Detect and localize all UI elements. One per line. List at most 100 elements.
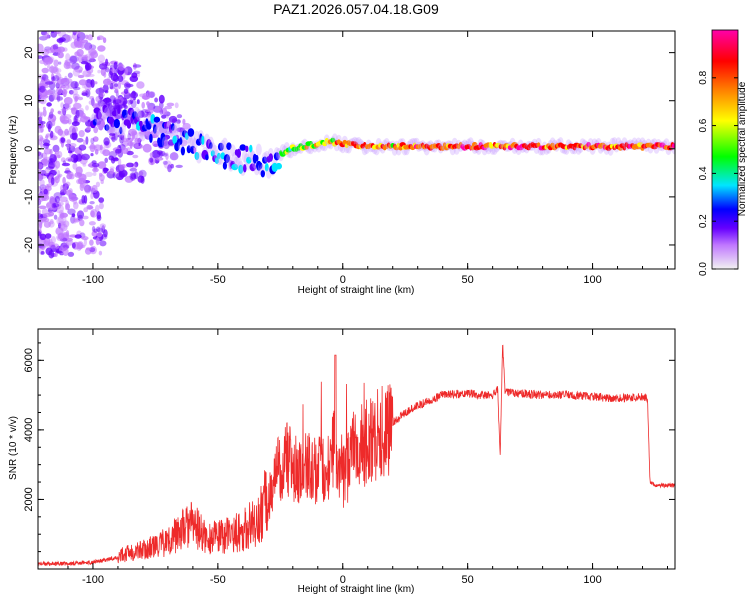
spectrogram-cell (243, 164, 247, 173)
spectrogram-cell (92, 172, 97, 176)
spectrogram-cell (48, 241, 55, 247)
spectrogram-cell (169, 152, 179, 161)
spectrogram-cell (48, 111, 54, 119)
spectrogram-cell (138, 171, 144, 176)
spectrogram-cell (219, 139, 226, 152)
spectrogram-cell (73, 201, 79, 210)
spectrogram-cell (118, 63, 125, 71)
spectrogram-cell (355, 137, 362, 147)
spectrogram-cell (38, 224, 42, 233)
spectrogram-cell (174, 102, 179, 109)
spectrogram-cell (76, 241, 84, 250)
spectrogram-cell (246, 156, 252, 164)
spectrogram-cell (222, 161, 227, 170)
spectrogram-cell (42, 212, 52, 218)
spectrogram-cell (98, 202, 104, 210)
spectrogram-cell (38, 185, 42, 192)
spectrogram-cell (38, 55, 44, 59)
spectrogram-cell (68, 125, 78, 134)
spectrogram-cell (104, 90, 109, 94)
spectrogram-cell (39, 233, 47, 240)
spectrogram-y-tick-label: 10 (23, 95, 35, 107)
spectrogram-cell (73, 218, 81, 223)
spectrogram-cell (130, 99, 137, 109)
spectrogram-cell (76, 172, 83, 177)
spectrogram-cell (53, 214, 58, 220)
spectrogram-cell (38, 243, 45, 248)
spectrogram-cell (111, 110, 118, 117)
spectrogram-cell (65, 35, 73, 42)
spectrogram-cell (109, 82, 114, 90)
spectrogram-cell (56, 154, 61, 159)
spectrogram-cell (96, 211, 102, 220)
spectrogram-cell (38, 231, 41, 236)
spectrogram-cell (49, 27, 54, 31)
spectrogram-cell (129, 75, 139, 83)
spectrogram-cell (67, 251, 75, 257)
spectrogram-cell (56, 68, 62, 73)
spectrogram-cell (74, 81, 78, 89)
spectrogram-cell (38, 151, 42, 157)
spectrogram-cell (89, 143, 96, 153)
spectrogram-cell (78, 69, 83, 74)
spectrogram-cell (268, 153, 273, 162)
spectrogram-cell (185, 132, 189, 140)
spectrogram-cell (131, 132, 135, 140)
spectrogram-cell (153, 143, 159, 147)
spectrogram-cell (127, 133, 131, 140)
spectrogram-cell (77, 74, 85, 79)
spectrogram-cell (90, 137, 95, 145)
spectrogram-cell (238, 164, 244, 174)
spectrogram-cell (68, 90, 74, 95)
spectrogram-cell (98, 250, 103, 256)
spectrogram-cell (113, 61, 118, 70)
snr-trace (38, 344, 675, 567)
snr-panel: -100 -50 0 50 100 2000 4000 6000 Height of stra… (8, 328, 676, 595)
spectrogram-cell (62, 160, 67, 165)
spectrogram-cell (54, 195, 61, 204)
spectrogram-cell (93, 144, 102, 151)
snr-x-tick-label: 50 (462, 574, 474, 586)
spectrogram-cell (154, 97, 159, 103)
spectrogram-cell (81, 54, 89, 60)
spectrogram-cell (60, 212, 68, 218)
spectrogram-cell (65, 199, 69, 208)
spectrogram-cell (54, 165, 58, 172)
spectrogram-cell (105, 97, 111, 102)
colorbar-label: Normalized spectral amplitude (737, 81, 748, 216)
spectrogram-cell (214, 157, 219, 164)
chart-title: PAZ1.2026.057.04.18.G09 (273, 1, 439, 17)
spectrogram-cell (85, 73, 95, 78)
spectrogram-cell (161, 136, 168, 149)
spectrogram-cell (93, 126, 99, 134)
spectrogram-cell (60, 157, 66, 163)
spectrogram-cell (88, 221, 96, 226)
spectrogram-cell (98, 63, 108, 70)
spectrogram-cell (89, 239, 94, 246)
spectrogram-cell (275, 162, 282, 170)
spectrogram-cell (102, 149, 111, 157)
spectrogram-cell (176, 119, 181, 124)
spectrogram-cell (63, 114, 72, 119)
spectrogram-cell (97, 161, 107, 169)
spectrogram-cell (78, 130, 85, 138)
spectrogram-cell (38, 151, 44, 160)
spectrogram-cell (89, 201, 95, 205)
snr-y-label: SNR (10 * v/v) (8, 416, 19, 480)
spectrogram-cell (67, 118, 72, 125)
spectrogram-cell (56, 86, 63, 95)
spectrogram-cell (64, 77, 70, 87)
spectrogram-cell (38, 138, 43, 146)
spectrogram-cell (48, 238, 53, 248)
spectrogram-cell (86, 126, 91, 131)
spectrogram-cell (102, 104, 108, 113)
spectrogram-cell (93, 228, 98, 233)
spectrogram-cell (92, 167, 99, 173)
spectrogram-cell (78, 144, 87, 151)
spectrogram-cell (59, 115, 65, 123)
snr-x-tick-label: 100 (583, 574, 601, 586)
colorbar-tick-label: 0.2 (698, 214, 709, 228)
spectrogram-cell (46, 202, 53, 208)
spectrogram-cell (85, 62, 92, 71)
spectrogram-cell (74, 51, 80, 57)
